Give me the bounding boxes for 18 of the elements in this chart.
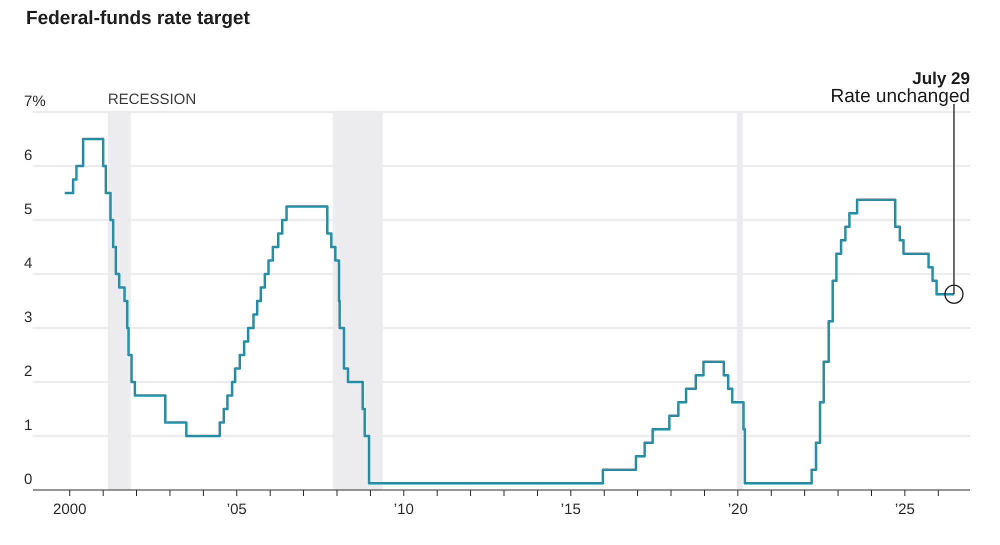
x-tick-label: ’20 <box>728 501 748 518</box>
y-tick-label: 5 <box>24 201 32 218</box>
y-tick-label: 3 <box>24 309 32 326</box>
y-tick-label: 4 <box>24 255 32 272</box>
chart-title: Federal-funds rate target <box>26 8 251 31</box>
y-tick-label: 6 <box>24 147 32 164</box>
annotation: Rate unchanged <box>830 86 970 107</box>
x-tick-label: ’15 <box>560 501 581 518</box>
annotation: July 29 <box>912 69 970 88</box>
x-tick-label: ’25 <box>894 501 915 518</box>
y-tick-label: 0 <box>24 471 32 488</box>
x-tick-label: ’05 <box>226 501 247 518</box>
y-tick-label: 2 <box>24 363 32 380</box>
band-label: RECESSION <box>108 91 196 108</box>
y-tick-label: 7% <box>24 93 46 110</box>
x-tick-label: 2000 <box>53 501 86 518</box>
y-tick-label: 1 <box>24 417 32 434</box>
x-tick-label: ’10 <box>394 501 414 518</box>
